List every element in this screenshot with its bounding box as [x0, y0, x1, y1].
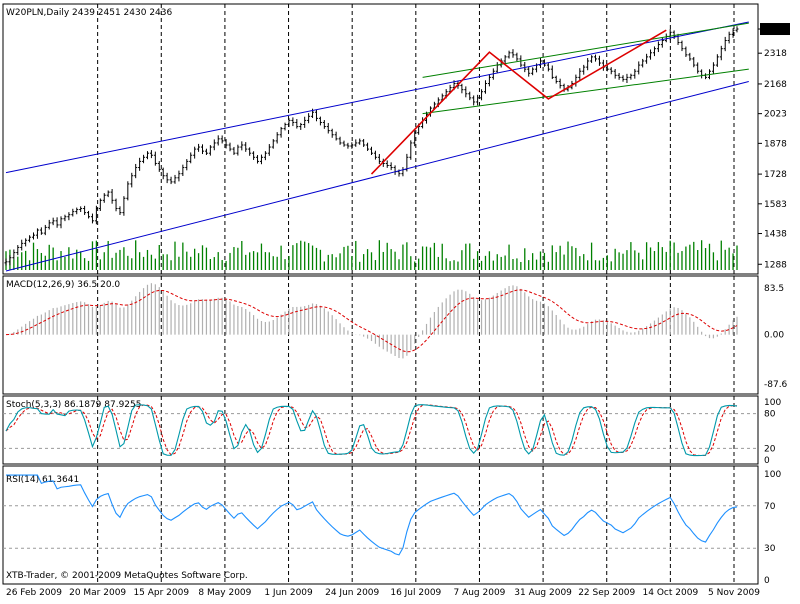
macd-axis-label: 0.00 [764, 331, 784, 341]
x-tick-label: 7 Aug 2009 [453, 588, 505, 598]
current-price-label: 2436 [763, 25, 786, 35]
stoch-main-line [5, 404, 738, 457]
price-axis-label: 1728 [764, 170, 787, 180]
price-axis-label: 1288 [764, 260, 787, 270]
stoch-axis-label: 80 [764, 410, 776, 420]
channel-line-blue [5, 80, 749, 272]
x-tick-label: 22 Sep 2009 [578, 588, 635, 598]
x-tick-label: 8 May 2009 [198, 588, 251, 598]
x-tick-label: 1 Jun 2009 [264, 588, 313, 598]
stoch-axis-label: 0 [764, 456, 770, 466]
macd-panel [2, 275, 759, 395]
rsi-panel [2, 465, 759, 585]
copyright-footer: XTB-Trader, © 2001-2009 MetaQuotes Softw… [6, 571, 248, 581]
chart-title: W20PLN,Daily 2439 2451 2430 2436 [6, 8, 172, 18]
rsi-axis-label: 100 [764, 470, 781, 480]
stoch-label: Stoch(5,3,3) 86.1879 87.9255 [6, 400, 141, 410]
price-axis-label: 1438 [764, 230, 787, 240]
stoch-axis-label: 20 [764, 444, 776, 454]
x-tick-label: 26 Feb 2009 [6, 588, 62, 598]
stoch-signal-line [5, 404, 738, 456]
rsi-label: RSI(14) 61.3641 [6, 475, 79, 485]
rsi-axis-label: 30 [764, 544, 776, 554]
x-tick-label: 5 Nov 2009 [708, 588, 760, 598]
macd-label: MACD(12,26,9) 36.5 20.0 [6, 280, 120, 290]
chart-marks: 26 Feb 2009 20 Mar 2009 15 Apr 2009 8 May 2… [3, 4, 790, 598]
rsi-line [6, 474, 738, 556]
x-tick-label: 16 Jul 2009 [390, 588, 441, 598]
x-tick-label: 24 Jun 2009 [325, 588, 379, 598]
x-tick-label: 14 Oct 2009 [643, 588, 699, 598]
stoch-axis-label: 100 [764, 398, 781, 408]
x-tick-label: 31 Aug 2009 [514, 588, 572, 598]
price-panel [2, 3, 759, 275]
macd-axis-label: 83.5 [764, 284, 784, 294]
x-tick-label: 20 Mar 2009 [69, 588, 126, 598]
current-price-box [760, 23, 790, 36]
price-axis-label: 2318 [764, 49, 787, 59]
stoch-panel [2, 395, 759, 465]
rsi-axis-label: 0 [764, 576, 770, 586]
channel-line-green [422, 22, 749, 78]
price-axis-label: 2168 [764, 80, 787, 90]
price-axis-label: 1878 [764, 139, 787, 149]
price-axis-label: 1583 [764, 200, 787, 210]
x-tick-label: 15 Apr 2009 [133, 588, 189, 598]
price-axis-label: 2023 [764, 110, 787, 120]
zigzag-line-red [370, 29, 667, 175]
rsi-axis-label: 70 [764, 502, 776, 512]
channel-line-green [422, 68, 749, 115]
channel-line-blue [5, 21, 749, 174]
macd-axis-label: -87.6 [764, 380, 788, 390]
